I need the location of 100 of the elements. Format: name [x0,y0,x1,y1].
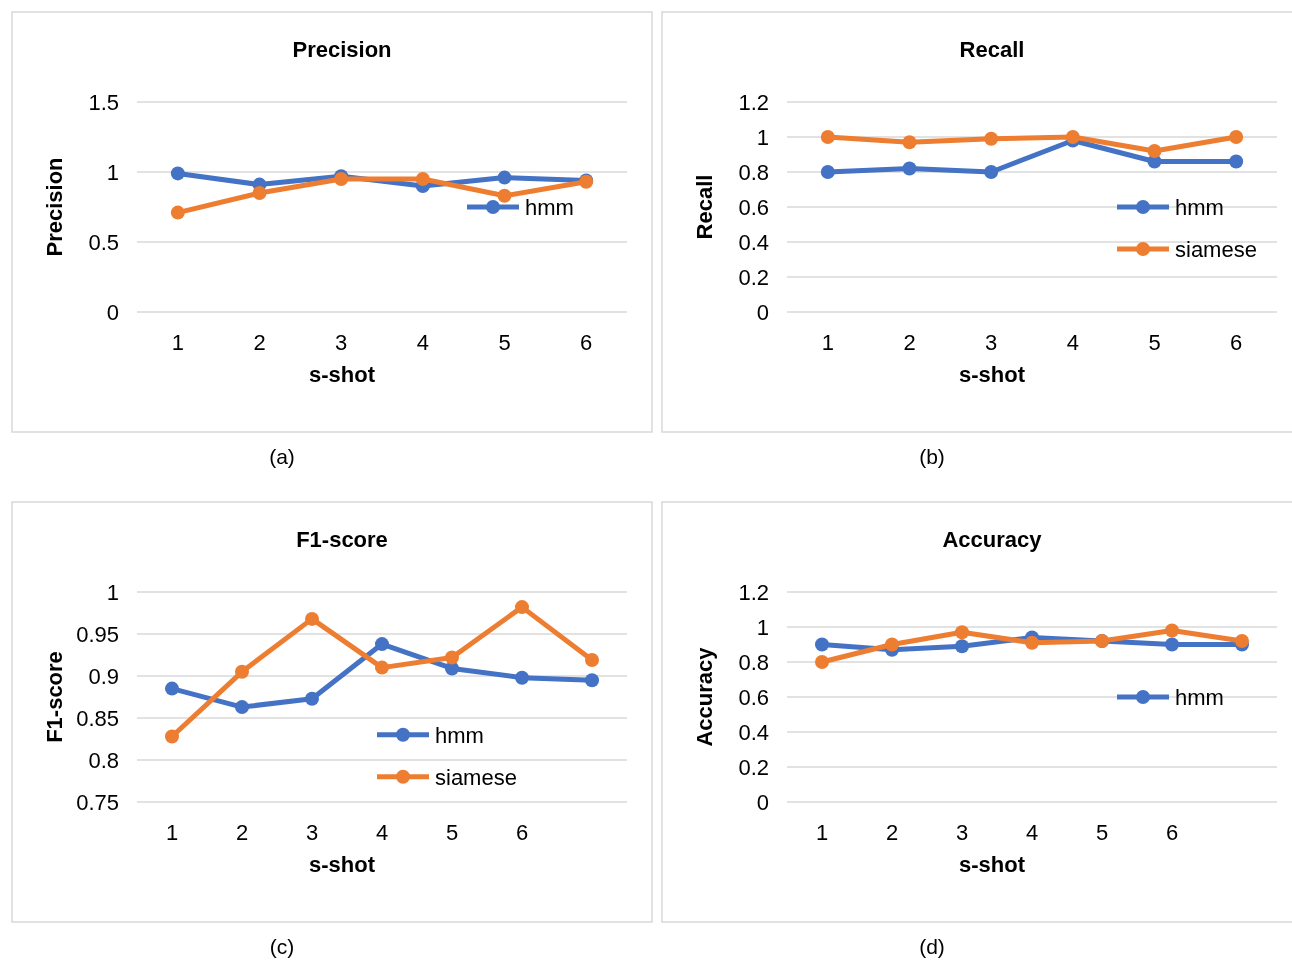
point [1025,635,1039,650]
chart-title: Recall [959,37,1025,62]
legend-label: siamese [1175,236,1257,262]
y-axis-title: Recall [692,174,717,240]
x-tick-label: 2 [235,820,249,845]
text: (a) [269,445,295,468]
x-tick-label: 1 [165,820,179,845]
x-tick-label: 1 [815,820,829,845]
y-axis-title: Precision [42,157,67,257]
y-tick-label: 1 [106,159,119,185]
point [497,170,512,185]
y-tick-label: 0 [756,789,769,815]
y-tick-label: 0.6 [738,194,769,220]
y-tick-label: 0.4 [738,719,769,745]
y-tick-label: 1.5 [88,89,119,115]
point [515,670,529,685]
point [984,131,999,146]
point [170,205,185,220]
point [497,188,512,203]
x-tick-label: 4 [375,820,389,845]
point [165,729,179,744]
x-tick-label: 5 [1095,820,1109,845]
legend-label: hmm [1175,684,1224,710]
point [955,625,969,640]
legend-label: hmm [525,194,574,220]
point [235,700,249,715]
point [815,637,829,652]
x-tick-label: 4 [1025,820,1039,845]
chart-title: F1-score [296,527,388,552]
point [585,673,599,688]
point [375,660,389,675]
x-axis-title: s-shot [959,362,1026,387]
point [815,655,829,669]
y-tick-label: 0.85 [76,705,119,731]
legend-label: hmm [1175,194,1224,220]
point [585,653,599,668]
x-tick-label: 4 [416,330,429,355]
x-axis-title: s-shot [309,362,376,387]
y-tick-label: 1.2 [738,579,769,605]
x-tick-label: 6 [1230,330,1243,355]
point [902,135,917,150]
y-tick-label: 1 [106,579,119,605]
point [445,650,459,665]
point [1147,144,1162,158]
y-axis-title: F1-score [42,651,67,743]
y-tick-label: 0.8 [738,649,769,675]
y-axis-title: Accuracy [692,646,717,747]
y-tick-label: 0.9 [88,663,119,689]
legend-label: siamese [435,764,517,790]
x-tick-label: 2 [885,820,899,845]
y-tick-label: 0.95 [76,621,119,647]
y-tick-label: 0.2 [738,754,769,780]
point [515,600,529,615]
point [1235,634,1249,648]
chart-title: Precision [292,37,392,62]
x-tick-label: 6 [580,330,593,355]
point [235,664,249,679]
x-tick-label: 5 [1148,330,1161,355]
point [305,691,319,706]
point [955,639,969,654]
x-tick-label: 3 [335,330,348,355]
x-axis-title: s-shot [959,852,1026,877]
y-tick-label: 0 [756,299,769,325]
x-tick-label: 6 [1165,820,1179,845]
point [1229,154,1244,169]
y-tick-label: 0.6 [738,684,769,710]
y-tick-label: 0.8 [738,159,769,185]
x-tick-label: 3 [985,330,998,355]
x-tick-label: 6 [515,820,529,845]
point [165,681,179,696]
x-tick-label: 1 [821,330,834,355]
y-tick-label: 0.8 [88,747,119,773]
y-tick-label: 1 [756,614,769,640]
x-tick-label: 3 [955,820,969,845]
point [170,166,185,181]
point [1065,130,1080,144]
point [1229,130,1244,144]
point [1165,623,1179,638]
y-tick-label: 0 [106,299,119,325]
point [1165,637,1179,652]
x-tick-label: 5 [498,330,511,355]
x-tick-label: 2 [253,330,266,355]
x-tick-label: 2 [903,330,916,355]
x-tick-label: 3 [305,820,319,845]
x-tick-label: 4 [1066,330,1079,355]
text: (c) [269,935,295,958]
y-tick-label: 0.5 [88,229,119,255]
y-tick-label: 0.4 [738,229,769,255]
point [885,637,899,652]
y-tick-label: 0.2 [738,264,769,290]
y-tick-label: 1.2 [738,89,769,115]
point [984,165,999,179]
text: (b) [919,445,945,468]
point [902,161,917,176]
point [305,611,319,626]
y-tick-label: 0.75 [76,789,119,815]
x-axis-title: s-shot [309,852,376,877]
x-tick-label: 1 [171,330,184,355]
x-tick-label: 5 [445,820,459,845]
point [252,186,267,200]
